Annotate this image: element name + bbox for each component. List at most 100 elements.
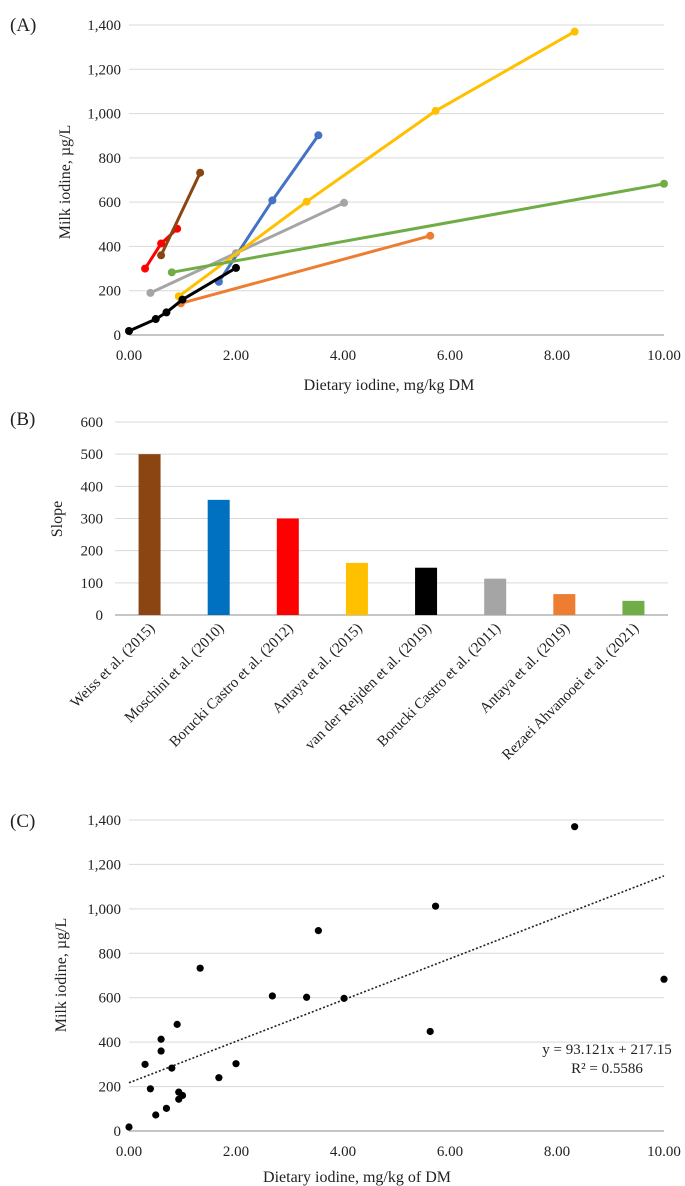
y-tick-label: 300 bbox=[81, 512, 104, 528]
scatter-point bbox=[168, 1064, 176, 1072]
panel-a-x-axis-title: Dietary iodine, mg/kg DM bbox=[304, 377, 475, 394]
panel-b-label: (B) bbox=[10, 409, 35, 430]
category-label: Borucki Castro et al. (2011) bbox=[374, 621, 504, 751]
panel-a-y-axis-title: Milk iodine, µg/L bbox=[57, 125, 74, 240]
scatter-point bbox=[232, 1060, 240, 1068]
y-tick-label: 200 bbox=[99, 1080, 122, 1096]
series-line bbox=[179, 234, 432, 305]
y-tick-label: 100 bbox=[81, 576, 104, 592]
scatter-point bbox=[141, 1060, 149, 1068]
y-tick-label: 1,400 bbox=[87, 18, 121, 34]
x-tick-label: 6.00 bbox=[437, 348, 463, 364]
category-label: Rezaei Ahvanooei et al. (2021) bbox=[499, 621, 642, 764]
scatter-point bbox=[162, 1104, 171, 1112]
x-tick-label: 6.00 bbox=[437, 1144, 463, 1160]
x-tick-label: 4.00 bbox=[330, 1144, 356, 1160]
y-tick-label: 1,200 bbox=[87, 62, 121, 78]
series-marker bbox=[314, 131, 323, 140]
panel-c-x-axis-title: Dietary iodine, mg/kg of DM bbox=[263, 1169, 451, 1186]
y-tick-label: 0 bbox=[114, 328, 122, 344]
series-marker bbox=[178, 295, 187, 304]
bar bbox=[345, 562, 368, 615]
scatter-point bbox=[125, 1123, 133, 1131]
x-tick-label: 10.00 bbox=[647, 1144, 681, 1160]
scatter-point bbox=[157, 1035, 165, 1043]
panel-c-scatter-chart: (C) 0 200 400 600 800 1,000 1,200 1,400 0.00 2.0… bbox=[10, 811, 681, 1186]
scatter-point bbox=[660, 975, 668, 983]
y-tick-label: 600 bbox=[99, 991, 122, 1007]
category-label: van der Reijden et al. (2019) bbox=[302, 621, 435, 754]
bar bbox=[207, 499, 230, 615]
y-tick-label: 0 bbox=[114, 1124, 122, 1140]
y-tick-label: 0 bbox=[96, 608, 104, 624]
y-tick-label: 200 bbox=[81, 544, 104, 560]
series-marker bbox=[162, 308, 171, 317]
series-marker bbox=[268, 196, 277, 205]
series-marker bbox=[196, 168, 205, 177]
bar bbox=[553, 594, 576, 615]
x-tick-label: 10.00 bbox=[647, 348, 681, 364]
scatter-point bbox=[303, 993, 311, 1001]
y-tick-label: 800 bbox=[99, 946, 122, 962]
y-tick-label: 1,200 bbox=[87, 857, 121, 873]
series-marker bbox=[157, 239, 166, 248]
bar bbox=[415, 567, 438, 615]
series-marker bbox=[151, 315, 160, 324]
y-tick-label: 1,400 bbox=[87, 813, 121, 829]
y-tick-label: 1,000 bbox=[87, 902, 121, 918]
y-tick-label: 400 bbox=[81, 479, 104, 495]
series-marker bbox=[426, 231, 435, 240]
scatter-point bbox=[146, 1085, 154, 1093]
series-marker bbox=[340, 198, 349, 207]
panel-b-y-axis-title: Slope bbox=[49, 501, 66, 537]
series-marker bbox=[125, 327, 133, 336]
scatter-point bbox=[178, 1091, 187, 1100]
scatter-point bbox=[215, 1074, 223, 1082]
series-marker bbox=[167, 268, 176, 277]
x-tick-label: 0.00 bbox=[116, 1144, 142, 1160]
bar bbox=[622, 600, 645, 615]
series-marker bbox=[302, 197, 311, 206]
panel-c-r-squared-label: R² = 0.5586 bbox=[571, 1061, 643, 1077]
scatter-point bbox=[571, 823, 579, 831]
bar bbox=[276, 518, 299, 615]
y-tick-label: 400 bbox=[99, 1035, 122, 1051]
series-marker bbox=[146, 288, 155, 297]
y-tick-label: 200 bbox=[99, 284, 122, 300]
scatter-point bbox=[173, 1020, 181, 1028]
y-tick-label: 400 bbox=[99, 239, 122, 255]
scatter-point bbox=[268, 992, 276, 1000]
y-tick-label: 1,000 bbox=[87, 107, 121, 123]
series-line bbox=[177, 30, 577, 298]
x-tick-label: 8.00 bbox=[544, 348, 570, 364]
bar bbox=[138, 454, 161, 615]
panel-c-trendline bbox=[128, 875, 665, 1084]
panel-c-label: (C) bbox=[10, 811, 35, 832]
series-marker bbox=[570, 27, 579, 36]
scatter-point bbox=[431, 902, 440, 910]
series-marker bbox=[157, 251, 166, 260]
scatter-point bbox=[314, 927, 322, 935]
series-line bbox=[170, 182, 666, 274]
scatter-point bbox=[196, 964, 204, 972]
series-marker bbox=[431, 106, 440, 115]
x-tick-label: 0.00 bbox=[116, 348, 142, 364]
series-marker bbox=[232, 263, 240, 272]
series-line bbox=[159, 171, 202, 257]
panel-c-y-axis-title: Milk iodine, µg/L bbox=[53, 918, 70, 1033]
scatter-point bbox=[340, 994, 348, 1002]
category-label: Borucki Castro et al. (2012) bbox=[167, 621, 297, 751]
x-tick-label: 2.00 bbox=[223, 1144, 249, 1160]
y-tick-label: 600 bbox=[81, 415, 104, 431]
series-marker bbox=[141, 264, 150, 273]
panel-c-equation-label: y = 93.121x + 217.15 bbox=[542, 1042, 671, 1058]
y-tick-label: 600 bbox=[99, 195, 122, 211]
x-tick-label: 2.00 bbox=[223, 348, 249, 364]
bar bbox=[484, 578, 507, 615]
scatter-point bbox=[157, 1047, 165, 1055]
series-marker bbox=[660, 179, 668, 188]
y-tick-label: 800 bbox=[99, 151, 122, 167]
x-tick-label: 4.00 bbox=[330, 348, 356, 364]
